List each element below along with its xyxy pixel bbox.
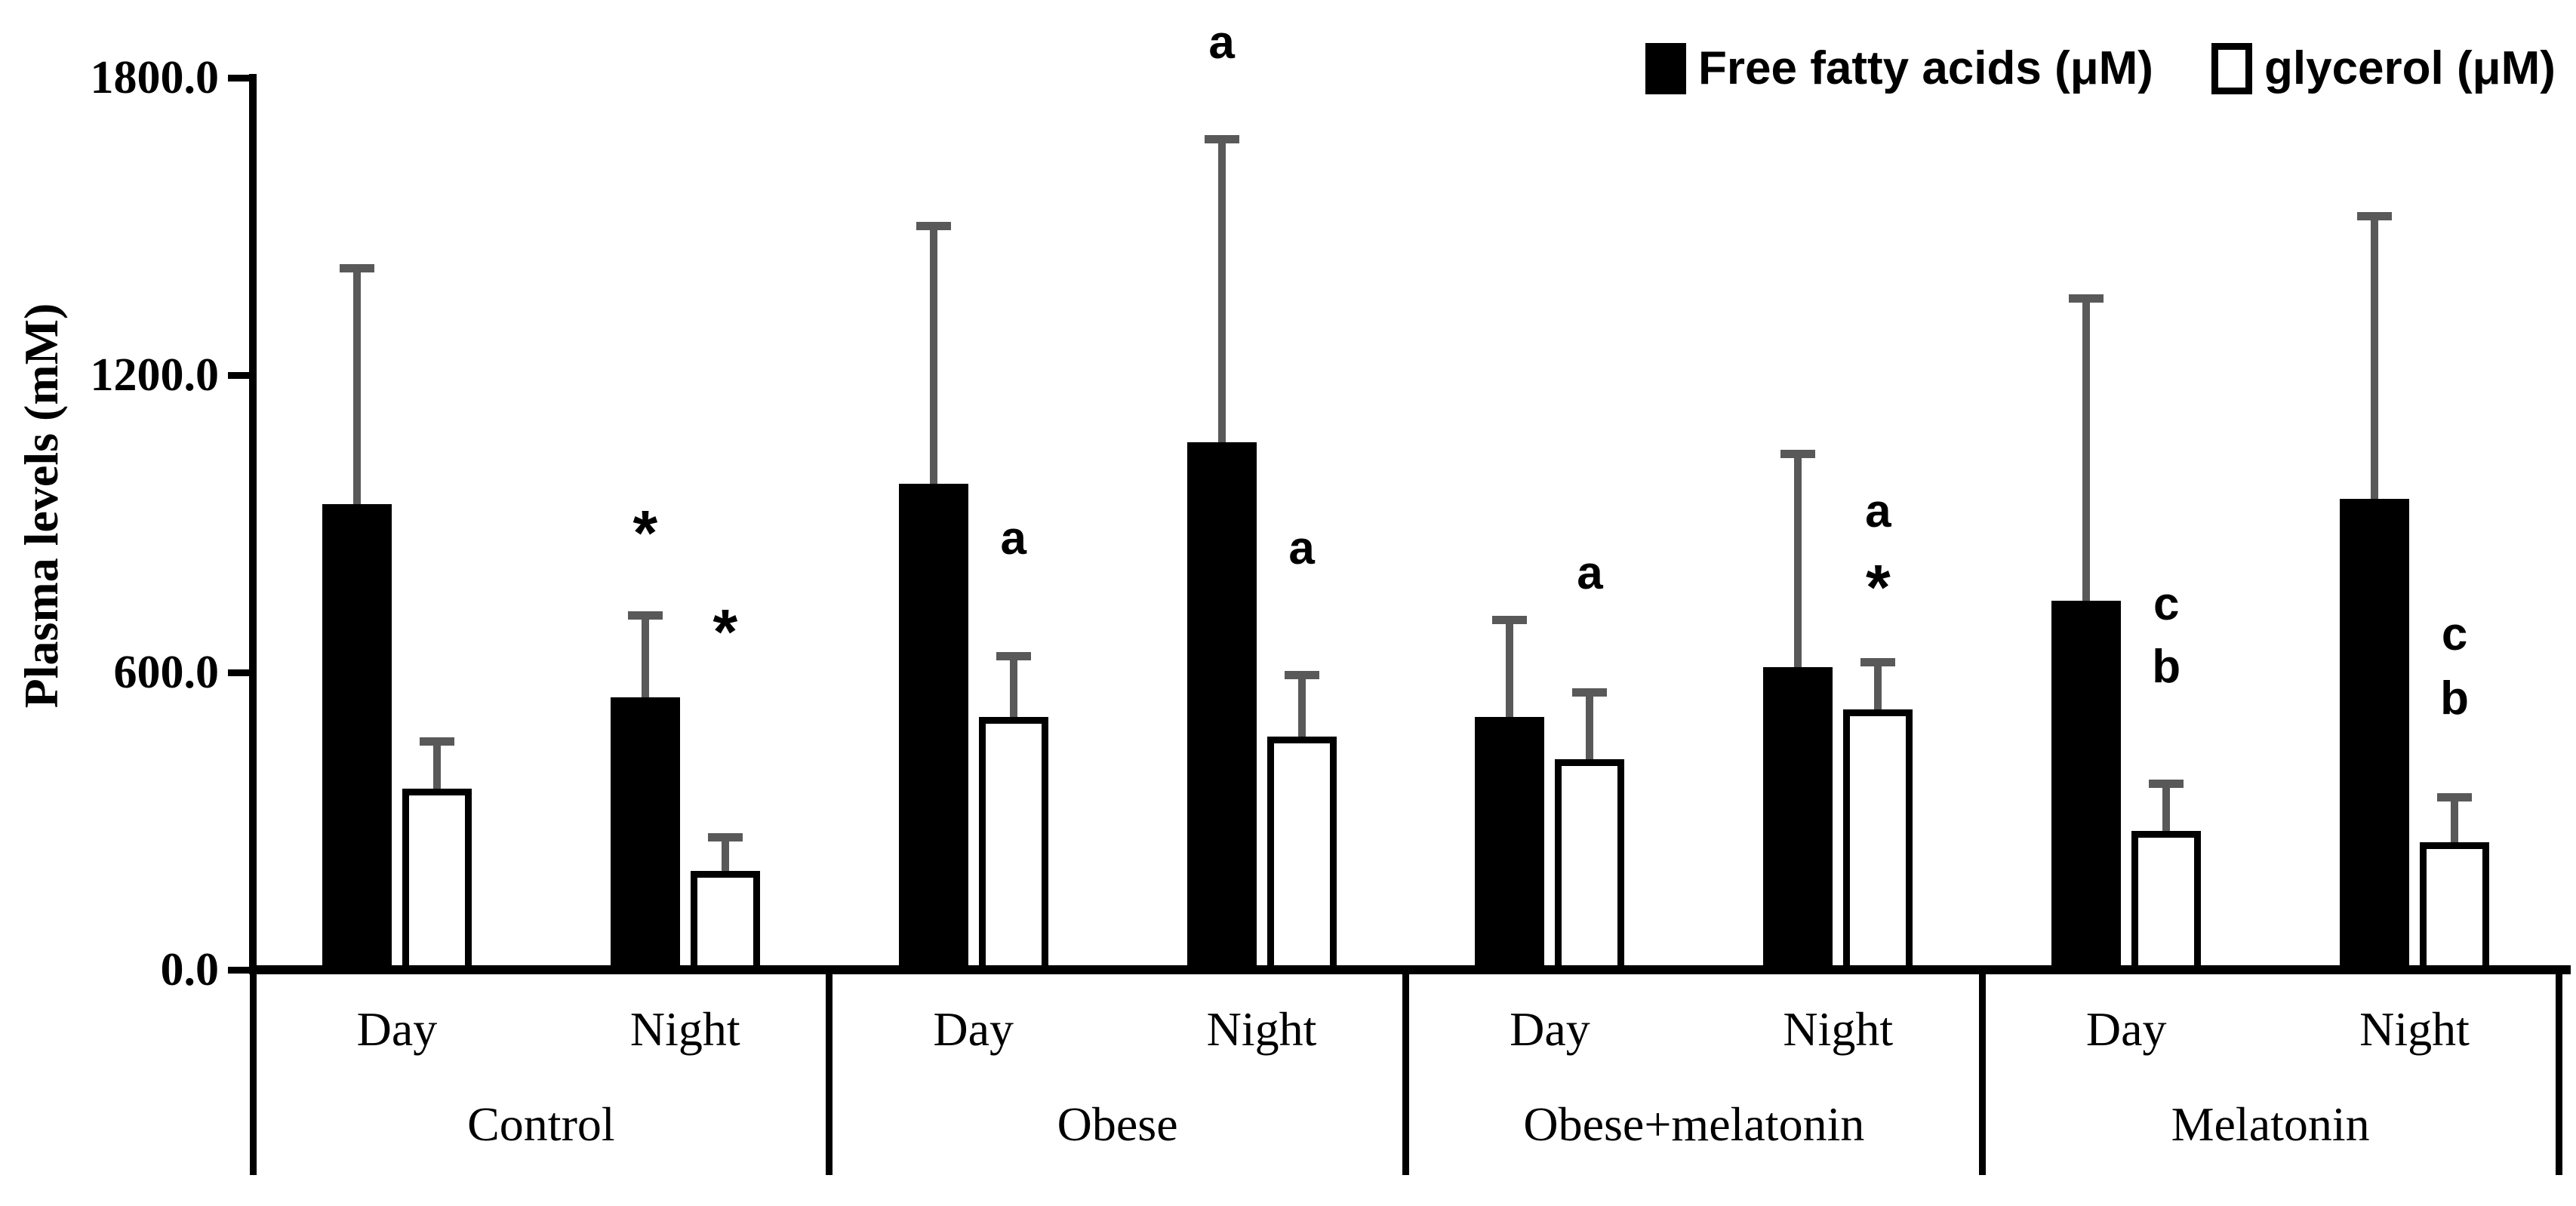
time-label-obese-night: Night [1206,1002,1317,1056]
bar-obese-night-glycerol [1266,737,1337,974]
error-bar-obese-melatonin-day-free-fatty-acids [1506,623,1514,718]
annotation-b-melatonin-night: b [2440,672,2469,725]
error-bar-obese-night-free-fatty-acids [1217,142,1226,442]
error-cap-obese-day-free-fatty-acids [916,222,951,231]
annotation-a-obese-melatonin-day: a [1577,546,1603,599]
error-bar-obese-melatonin-night-free-fatty-acids [1794,457,1802,668]
error-bar-control-night-free-fatty-acids [641,617,649,697]
group-separator-2 [1402,970,1409,1175]
y-tick-label-600: 600.0 [113,647,220,698]
time-label-obese-melatonin-day: Day [1510,1002,1590,1056]
legend-item-glycerol-m: glycerol (μM) [2211,42,2556,95]
bar-melatonin-night-glycerol [2420,841,2490,974]
error-bar-obese-night-glycerol [1297,677,1306,737]
bar-obese-melatonin-night-glycerol [1843,709,1913,974]
error-cap-obese-night-glycerol [1284,670,1319,679]
error-cap-obese-melatonin-day-glycerol [1572,688,1608,697]
time-label-control-night: Night [629,1002,740,1056]
y-tick-mark-1200 [228,372,254,379]
annotation-b-melatonin-day: b [2152,641,2181,694]
error-bar-melatonin-night-free-fatty-acids [2371,219,2379,500]
error-bar-obese-day-free-fatty-acids [929,229,937,485]
error-cap-control-day-free-fatty-acids [339,264,374,273]
y-tick-mark-1800 [228,75,254,82]
annotation-c-melatonin-night: c [2441,608,2468,661]
x-axis-line [249,965,2571,974]
bar-melatonin-night-free-fatty-acids [2340,499,2410,974]
group-separator-0 [249,970,257,1175]
legend-swatch-filled-icon [1645,42,1686,94]
annotation-a-obese-night: a [1208,17,1235,69]
error-bar-control-day-glycerol [432,744,441,789]
error-bar-melatonin-day-glycerol [2162,786,2171,832]
time-label-melatonin-day: Day [2085,1002,2167,1056]
error-bar-control-night-glycerol [721,839,729,871]
legend-label: glycerol (μM) [2264,42,2556,94]
error-bar-melatonin-day-free-fatty-acids [2082,300,2091,601]
group-label-melatonin: Melatonin [2171,1097,2370,1151]
time-label-melatonin-night: Night [2359,1002,2470,1056]
bar-melatonin-day-free-fatty-acids [2051,600,2122,974]
group-separator-1 [826,970,833,1175]
error-cap-melatonin-day-glycerol [2149,780,2184,789]
annotation-a-obese-melatonin-night: a [1865,485,1891,537]
annotation-asterisk-control-night: * [632,497,658,568]
bar-control-night-free-fatty-acids [610,697,680,974]
error-bar-obese-day-glycerol [1009,659,1017,718]
error-bar-obese-melatonin-night-glycerol [1874,665,1882,710]
error-cap-obese-night-free-fatty-acids [1204,135,1239,144]
y-tick-label-1200: 1200.0 [90,349,220,401]
error-cap-melatonin-night-glycerol [2437,793,2473,802]
bar-melatonin-day-glycerol [2131,831,2202,974]
bar-obese-day-free-fatty-acids [898,484,968,974]
error-cap-control-night-free-fatty-acids [627,611,663,620]
error-bar-melatonin-night-glycerol [2451,800,2459,842]
time-label-obese-melatonin-night: Night [1783,1002,1894,1056]
bar-control-night-glycerol [690,870,760,974]
annotation-asterisk-obese-melatonin-night: * [1865,552,1891,623]
time-label-obese-day: Day [933,1002,1014,1056]
y-tick-mark-0 [228,967,254,974]
error-bar-control-day-free-fatty-acids [352,271,361,504]
annotation-a-obese-night: a [1288,521,1315,574]
error-bar-obese-melatonin-day-glycerol [1586,694,1594,759]
bar-control-day-free-fatty-acids [322,503,392,974]
y-axis-title: Plasma levels (mM) [14,303,68,709]
legend-swatch-open-icon [2211,42,2252,94]
y-tick-mark-600 [228,669,254,676]
bar-control-day-glycerol [402,789,472,974]
y-tick-label-1800: 1800.0 [90,52,220,103]
error-cap-obese-melatonin-day-free-fatty-acids [1492,616,1528,625]
legend-item-free-fatty-acids-m: Free fatty acids (μM) [1645,42,2153,95]
error-cap-melatonin-day-free-fatty-acids [2069,294,2104,303]
annotation-asterisk-control-night: * [712,596,738,668]
bar-obese-day-glycerol [978,717,1048,974]
error-cap-control-day-glycerol [419,737,454,746]
error-cap-melatonin-night-free-fatty-acids [2357,212,2393,221]
group-separator-3 [1978,970,1986,1175]
y-tick-label-0: 0.0 [160,944,220,995]
group-label-control: Control [467,1097,615,1151]
group-separator-4 [2555,970,2562,1175]
annotation-c-melatonin-day: c [2153,578,2180,631]
error-cap-control-night-glycerol [707,832,743,841]
annotation-a-obese-day: a [1000,512,1026,565]
error-cap-obese-melatonin-night-glycerol [1860,658,1896,667]
error-cap-obese-melatonin-night-free-fatty-acids [1780,450,1816,459]
group-label-obese: Obese [1057,1097,1178,1151]
time-label-control-day: Day [356,1002,438,1056]
y-axis-line [249,74,257,974]
bar-obese-melatonin-day-free-fatty-acids [1475,717,1545,974]
bar-obese-melatonin-day-glycerol [1555,758,1625,974]
group-label-obese-melatonin: Obese+melatonin [1523,1097,1865,1151]
bar-obese-night-free-fatty-acids [1186,441,1257,974]
bar-obese-melatonin-night-free-fatty-acids [1763,667,1833,974]
legend-label: Free fatty acids (μM) [1698,42,2153,94]
error-cap-obese-day-glycerol [996,652,1031,661]
